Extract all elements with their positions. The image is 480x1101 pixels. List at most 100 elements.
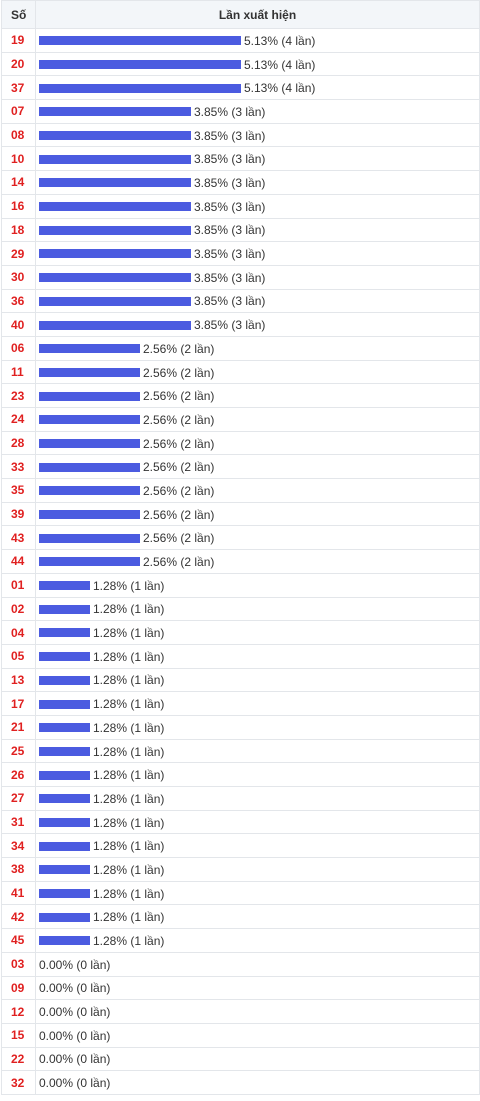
frequency-cell: 0.00% (0 lần) [35, 975, 480, 1001]
row-number: 42 [1, 904, 36, 930]
row-number: 41 [1, 880, 36, 906]
row-number: 36 [1, 288, 36, 314]
table-row: 30 3.85% (3 lần) [1, 264, 480, 290]
frequency-text: 0.00% (0 lần) [39, 1028, 111, 1043]
frequency-bar [39, 344, 140, 354]
frequency-bar [39, 367, 140, 377]
row-number: 08 [1, 122, 36, 148]
row-number: 11 [1, 359, 36, 385]
table-header-row: Số Lần xuất hiện [1, 0, 480, 29]
frequency-cell: 1.28% (1 lần) [35, 904, 480, 930]
frequency-text: 0.00% (0 lần) [39, 1076, 111, 1090]
frequency-cell: 3.85% (3 lần) [35, 170, 480, 195]
table-row: 15 0.00% (0 lần) [1, 1022, 480, 1048]
frequency-bar [39, 865, 90, 875]
frequency-bar [39, 912, 90, 922]
row-number: 16 [1, 193, 36, 219]
frequency-cell: 0.00% (0 lần) [35, 1046, 480, 1072]
table-row: 14 3.85% (3 lần) [1, 170, 480, 195]
table-row: 31 1.28% (1 lần) [1, 809, 480, 835]
frequency-cell: 2.56% (2 lần) [35, 359, 480, 385]
frequency-cell: 1.28% (1 lần) [35, 928, 480, 953]
frequency-text: 2.56% (2 lần) [143, 460, 215, 475]
table-row: 08 3.85% (3 lần) [1, 122, 480, 148]
frequency-text: 3.85% (3 lần) [194, 128, 266, 143]
row-number: 20 [1, 51, 36, 77]
frequency-bar [39, 59, 241, 69]
table-row: 17 1.28% (1 lần) [1, 691, 480, 716]
frequency-text: 3.85% (3 lần) [194, 270, 266, 285]
row-number: 07 [1, 99, 36, 124]
frequency-cell: 1.28% (1 lần) [35, 786, 480, 811]
row-number: 27 [1, 786, 36, 811]
table-row: 26 1.28% (1 lần) [1, 762, 480, 787]
frequency-bar [39, 225, 191, 235]
table-row: 24 2.56% (2 lần) [1, 407, 480, 432]
row-number: 12 [1, 999, 36, 1024]
frequency-cell: 3.85% (3 lần) [35, 217, 480, 243]
table-row: 13 1.28% (1 lần) [1, 667, 480, 693]
row-number: 25 [1, 738, 36, 764]
frequency-bar [39, 249, 191, 259]
frequency-text: 5.13% (4 lần) [244, 33, 316, 48]
frequency-cell: 0.00% (0 lần) [35, 951, 480, 977]
row-number: 23 [1, 383, 36, 408]
frequency-text: 3.85% (3 lần) [194, 318, 266, 332]
table-row: 38 1.28% (1 lần) [1, 857, 480, 882]
frequency-text: 3.85% (3 lần) [194, 175, 266, 190]
frequency-cell: 1.28% (1 lần) [35, 620, 480, 645]
frequency-text: 0.00% (0 lần) [39, 1052, 111, 1067]
frequency-cell: 1.28% (1 lần) [35, 833, 480, 859]
frequency-bar [39, 770, 90, 780]
frequency-cell: 1.28% (1 lần) [35, 762, 480, 787]
frequency-text: 5.13% (4 lần) [244, 57, 316, 72]
frequency-text: 1.28% (1 lần) [93, 791, 165, 806]
header-frequency: Lần xuất hiện [35, 0, 480, 29]
frequency-bar [39, 889, 90, 898]
table-row: 18 3.85% (3 lần) [1, 217, 480, 243]
frequency-cell: 5.13% (4 lần) [35, 28, 480, 53]
frequency-text: 2.56% (2 lần) [143, 341, 215, 356]
row-number: 31 [1, 809, 36, 835]
frequency-text: 2.56% (2 lần) [143, 554, 215, 569]
frequency-bar [39, 675, 90, 685]
table-row: 07 3.85% (3 lần) [1, 99, 480, 124]
frequency-bar [39, 533, 140, 543]
frequency-bar [39, 154, 191, 164]
table-body: 19 5.13% (4 lần) 20 5.13% (4 lần) 37 5.13% (4… [1, 28, 480, 1095]
frequency-text: 1.28% (1 lần) [93, 744, 165, 759]
frequency-cell: 5.13% (4 lần) [35, 75, 480, 101]
frequency-text: 2.56% (2 lần) [143, 483, 215, 498]
frequency-cell: 1.28% (1 lần) [35, 691, 480, 716]
frequency-text: 2.56% (2 lần) [143, 389, 215, 404]
frequency-bar [39, 296, 191, 306]
frequency-cell: 2.56% (2 lần) [35, 335, 480, 361]
row-number: 04 [1, 620, 36, 645]
frequency-text: 1.28% (1 lần) [93, 886, 165, 901]
row-number: 01 [1, 572, 36, 598]
row-number: 05 [1, 643, 36, 669]
row-number: 45 [1, 928, 36, 953]
frequency-text: 2.56% (2 lần) [143, 531, 215, 546]
table-row: 12 0.00% (0 lần) [1, 999, 480, 1024]
frequency-cell: 2.56% (2 lần) [35, 383, 480, 408]
frequency-bar [39, 581, 90, 591]
frequency-cell: 3.85% (3 lần) [35, 99, 480, 124]
table-row: 28 2.56% (2 lần) [1, 430, 480, 456]
table-row: 01 1.28% (1 lần) [1, 572, 480, 598]
frequency-bar [39, 628, 90, 638]
row-number: 06 [1, 335, 36, 361]
frequency-cell: 2.56% (2 lần) [35, 525, 480, 551]
frequency-text: 0.00% (0 lần) [39, 1004, 111, 1019]
frequency-bar [39, 841, 90, 851]
table-row: 16 3.85% (3 lần) [1, 193, 480, 219]
table-row: 21 1.28% (1 lần) [1, 714, 480, 740]
header-number: Số [1, 0, 36, 29]
row-number: 21 [1, 714, 36, 740]
table-row: 05 1.28% (1 lần) [1, 643, 480, 669]
table-row: 39 2.56% (2 lần) [1, 501, 480, 527]
frequency-text: 3.85% (3 lần) [194, 152, 266, 167]
table-row: 34 1.28% (1 lần) [1, 833, 480, 859]
frequency-cell: 2.56% (2 lần) [35, 478, 480, 503]
frequency-cell: 1.28% (1 lần) [35, 572, 480, 598]
